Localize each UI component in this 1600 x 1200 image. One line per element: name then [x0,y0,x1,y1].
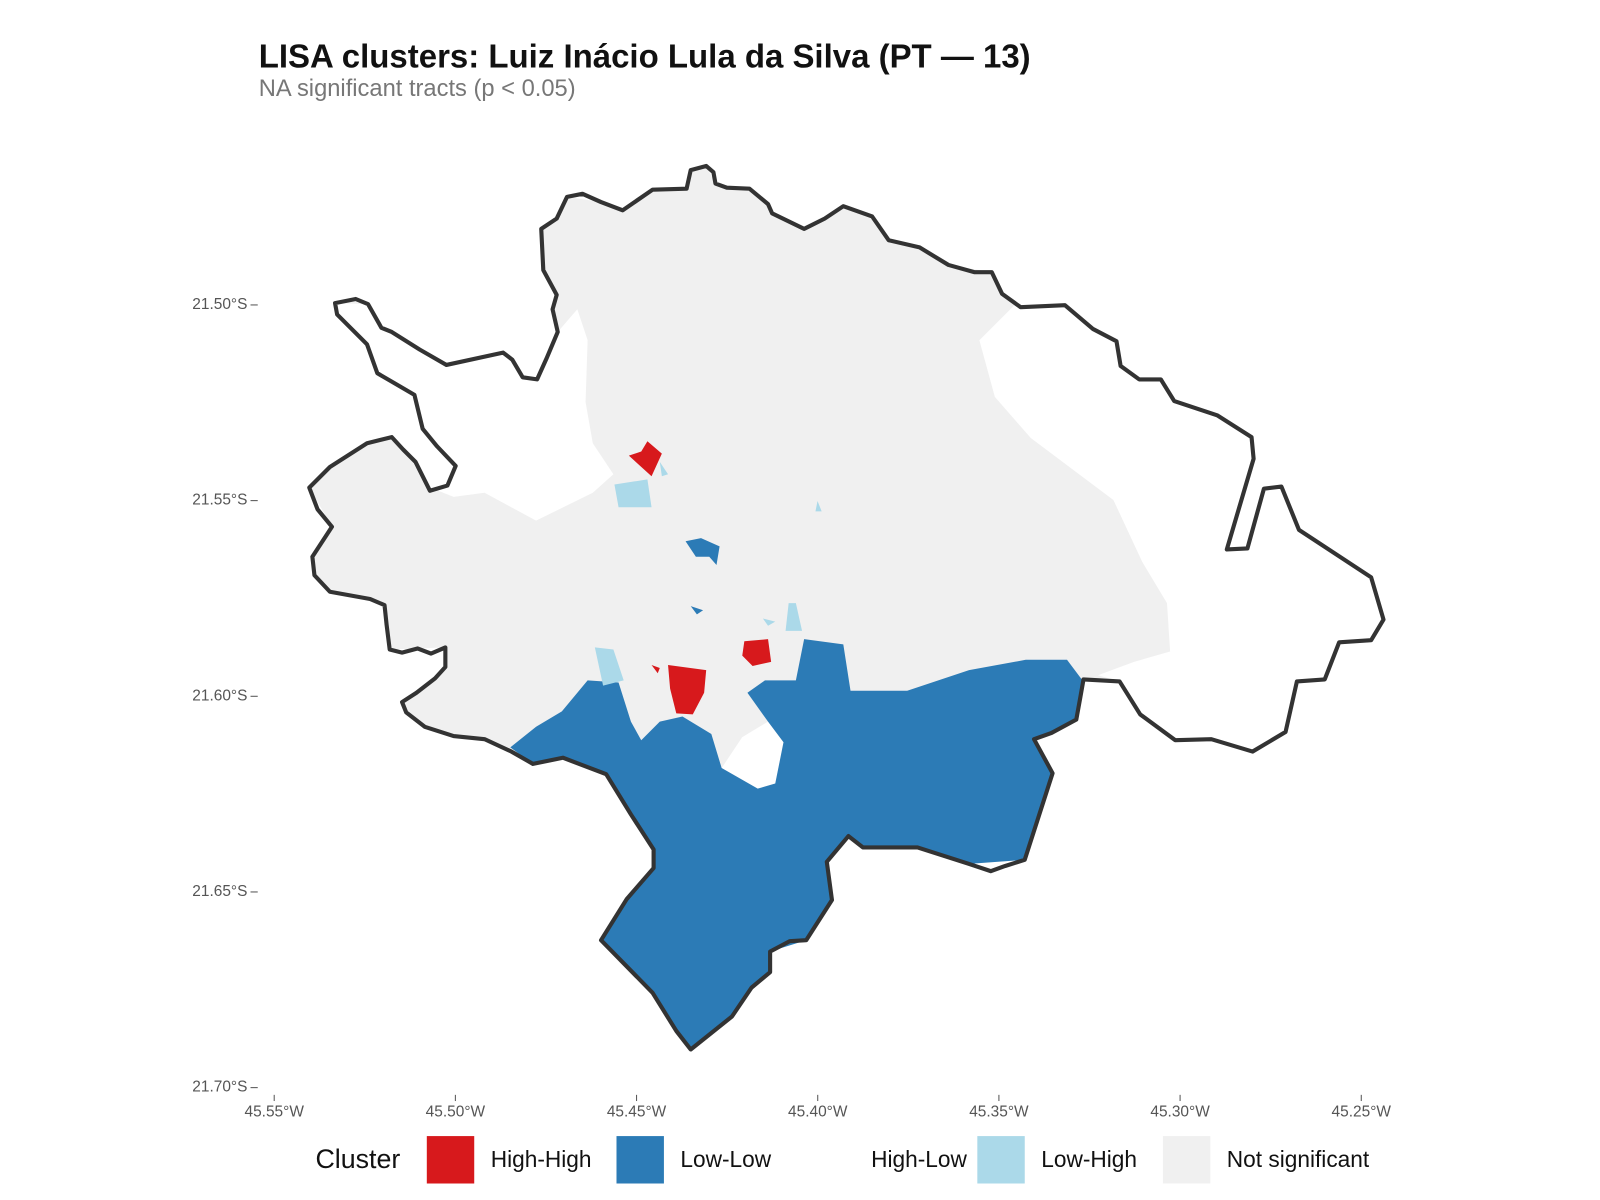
x-tick-label: 45.35°W [969,1103,1029,1120]
y-tick-label: 21.70°S [192,1079,247,1096]
municipality-outline [307,163,1386,1052]
y-tick-label: 21.55°S [192,492,247,509]
legend: Cluster High-High Low-Low High-Low Low-High… [315,1136,1370,1184]
x-tick-label: 45.50°W [426,1103,486,1120]
legend-label: Low-Low [680,1146,771,1172]
high-high-area [628,441,772,715]
y-tick-label: 21.65°S [192,883,247,900]
legend-title: Cluster [315,1144,400,1174]
outside-area [979,304,1384,752]
x-tick-label: 45.30°W [1150,1103,1210,1120]
legend-label: Not significant [1227,1146,1370,1172]
axes: 45.55°W 45.50°W 45.45°W 45.40°W 45.35°W 45.30… [192,296,1391,1120]
legend-swatch [426,1136,475,1184]
legend-swatch [807,1136,855,1184]
y-tick-label: 21.50°S [192,296,247,313]
legend-label: High-High [491,1146,592,1172]
legend-label: Low-High [1041,1146,1137,1172]
map-regions [307,163,1386,1052]
legend-swatch [977,1136,1025,1184]
legend-label: High-Low [871,1146,967,1172]
legend-swatch [616,1136,664,1184]
low-low-area [685,538,720,615]
x-tick-label: 45.45°W [607,1103,667,1120]
low-low-area [510,639,1083,1050]
map-subtitle: NA significant tracts (p < 0.05) [259,76,576,102]
x-tick-label: 45.25°W [1332,1103,1392,1120]
y-tick-label: 21.60°S [192,687,247,704]
x-tick-label: 45.40°W [788,1103,848,1120]
outside-area [335,303,614,521]
outside-area [721,721,784,789]
map-title: LISA clusters: Luiz Inácio Lula da Silva… [259,37,1031,74]
low-high-area [594,461,822,686]
x-tick-label: 45.55°W [244,1103,304,1120]
legend-swatch [1162,1136,1211,1184]
